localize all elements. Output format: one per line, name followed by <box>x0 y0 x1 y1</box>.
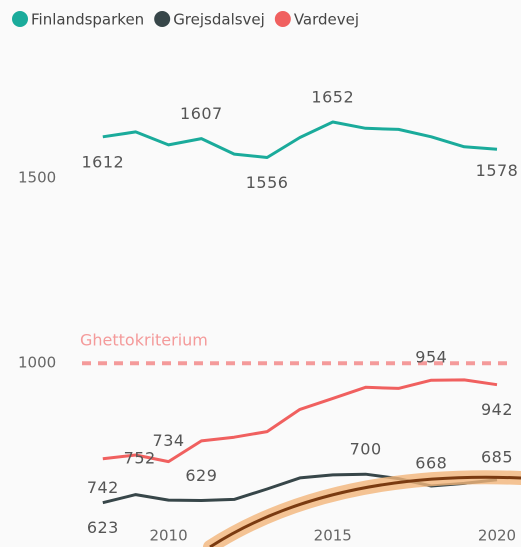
brush-stroke-core <box>209 475 521 547</box>
data-label: 734 <box>153 431 185 450</box>
legend-swatch <box>154 11 171 27</box>
legend-swatch <box>12 11 28 27</box>
data-label: 668 <box>415 454 447 473</box>
data-label: 752 <box>124 448 156 467</box>
data-label: 1578 <box>476 161 519 180</box>
data-label: 700 <box>350 440 382 459</box>
data-label: 685 <box>481 447 513 466</box>
legend-label: Vardevej <box>294 11 359 29</box>
legend-swatch <box>274 11 291 27</box>
data-label: 1556 <box>246 173 289 192</box>
line <box>102 120 498 159</box>
data-label: 942 <box>481 400 513 419</box>
reference-label: Ghettokriterium <box>80 331 208 350</box>
data-label: 1652 <box>311 87 354 106</box>
data-label: 629 <box>185 466 217 485</box>
y-tick-label: 1500 <box>18 169 56 187</box>
data-label: 1612 <box>81 152 124 171</box>
legend-label: Grejsdalsvej <box>173 11 265 29</box>
line <box>102 378 498 464</box>
data-label: 954 <box>415 348 447 367</box>
plot: Finlandsparken Grejsdalsvej Vardevej 1000 15… <box>12 11 518 545</box>
data-label: 742 <box>87 478 119 497</box>
x-tick-label: 2015 <box>314 527 352 545</box>
y-tick-label: 1000 <box>18 354 56 372</box>
data-label: 1607 <box>180 104 223 123</box>
legend-label: Finlandsparken <box>31 11 144 29</box>
x-tick-label: 2010 <box>149 527 187 545</box>
x-tick-label: 2020 <box>478 527 516 545</box>
data-label: 623 <box>87 518 119 537</box>
